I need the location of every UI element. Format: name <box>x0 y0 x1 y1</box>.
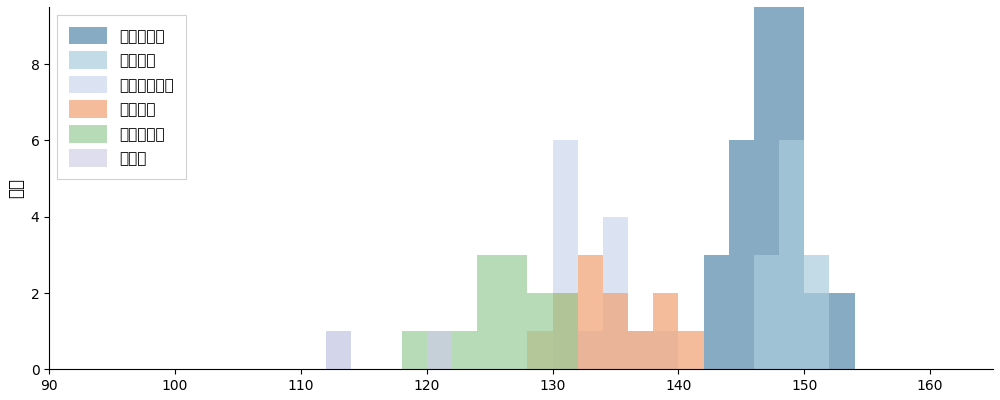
Bar <box>678 331 704 369</box>
Bar <box>628 331 653 369</box>
Y-axis label: 球数: 球数 <box>7 178 25 198</box>
Bar <box>402 331 427 369</box>
Bar <box>553 140 578 369</box>
Bar <box>502 255 527 369</box>
Bar <box>754 255 779 369</box>
Bar <box>804 255 829 369</box>
Bar <box>553 293 578 369</box>
Bar <box>653 293 678 369</box>
Bar <box>326 331 351 369</box>
Bar <box>628 331 653 369</box>
Bar <box>704 255 729 369</box>
Bar <box>603 293 628 369</box>
Bar <box>578 331 603 369</box>
Bar <box>427 331 452 369</box>
Bar <box>779 0 804 369</box>
Bar <box>804 293 829 369</box>
Bar <box>553 293 578 369</box>
Bar <box>754 0 779 369</box>
Bar <box>578 255 603 369</box>
Bar <box>829 293 855 369</box>
Bar <box>427 331 452 369</box>
Bar <box>653 331 678 369</box>
Bar <box>452 331 477 369</box>
Bar <box>603 217 628 369</box>
Bar <box>326 331 351 369</box>
Bar <box>527 293 553 369</box>
Bar <box>729 140 754 369</box>
Bar <box>477 255 502 369</box>
Bar <box>527 331 553 369</box>
Bar <box>779 140 804 369</box>
Legend: ストレート, シュート, カットボール, フォーク, スライダー, カーブ: ストレート, シュート, カットボール, フォーク, スライダー, カーブ <box>57 14 186 179</box>
Bar <box>427 331 452 369</box>
